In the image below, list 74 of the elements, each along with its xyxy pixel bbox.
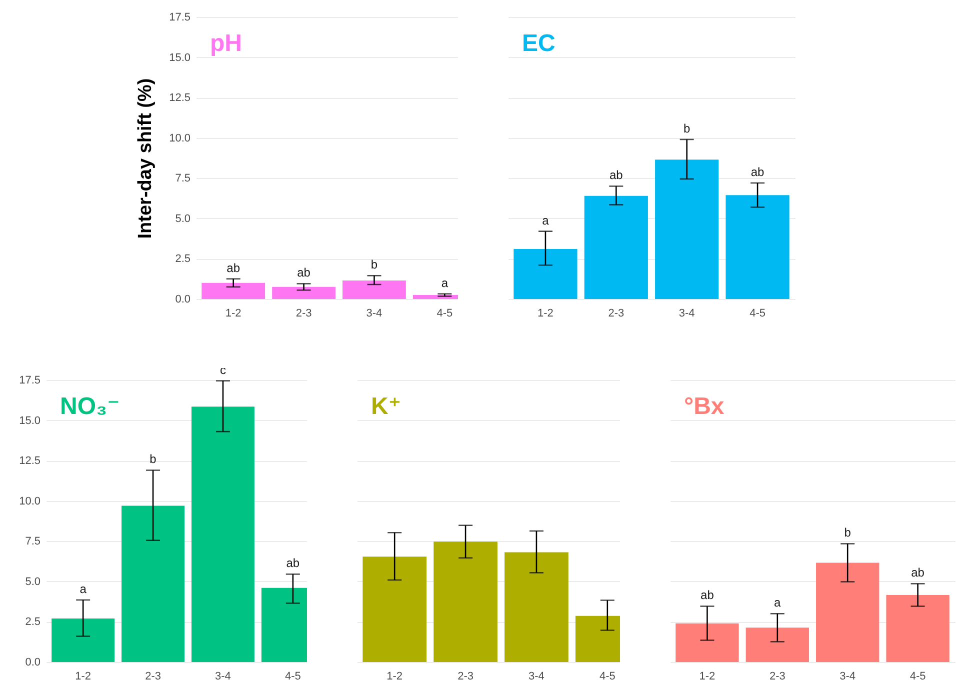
- x-tick-label: 3-4: [840, 670, 856, 682]
- x-tick-label: 3-4: [678, 308, 695, 320]
- y-tick-label: 17.5: [19, 374, 40, 386]
- x-tick-label: 4-5: [750, 308, 766, 320]
- bar: [362, 556, 427, 662]
- bar: [584, 196, 648, 299]
- x-tick-label: 4-5: [599, 670, 616, 682]
- bar: [504, 552, 568, 662]
- bar: [52, 618, 115, 662]
- text: pH: [210, 30, 242, 57]
- bar: [655, 160, 719, 299]
- annotation: a: [80, 582, 87, 596]
- annotation: ab: [226, 260, 240, 275]
- x-tick-label: 1-2: [225, 308, 242, 320]
- x-tick-label: 2-3: [145, 670, 161, 682]
- annotation: a: [542, 213, 550, 228]
- bar: [434, 542, 498, 662]
- bar: [122, 506, 184, 662]
- annotation: b: [684, 121, 690, 136]
- x-tick-label: 2-3: [769, 670, 786, 682]
- annotation: ab: [286, 556, 300, 570]
- bar: [192, 406, 254, 662]
- x-tick-label: 4-5: [284, 670, 301, 682]
- x-tick-label: 2-3: [608, 308, 624, 320]
- bar: [514, 249, 578, 299]
- text: EC: [522, 30, 556, 57]
- bar: [272, 286, 336, 299]
- annotation: a: [441, 276, 448, 290]
- x-tick-label: 1-2: [699, 670, 716, 682]
- y-tick-label: 10.0: [169, 132, 190, 144]
- y-tick-label: 5.0: [25, 576, 40, 588]
- annotation: ab: [700, 588, 714, 602]
- bar: [746, 628, 809, 662]
- bar: [726, 195, 790, 299]
- y-tick-label: 0.0: [175, 294, 190, 306]
- bar: [342, 280, 406, 299]
- y-tick-label: 10.0: [19, 495, 40, 508]
- x-tick-label: 1-2: [538, 308, 554, 320]
- x-tick-label: 3-4: [366, 308, 382, 320]
- x-tick-label: 4-5: [436, 308, 453, 320]
- x-tick-label: 4-5: [910, 670, 926, 682]
- annotation: ab: [297, 266, 311, 280]
- annotation: ab: [609, 168, 624, 182]
- y-tick-label: 15.0: [169, 52, 190, 64]
- y-tick-label: 17.5: [169, 12, 190, 24]
- x-tick-label: 3-4: [215, 670, 231, 682]
- bar: [816, 562, 880, 662]
- y-tick-label: 2.5: [25, 616, 40, 628]
- text: NO₃⁻: [60, 393, 120, 420]
- y-tick-label: 12.5: [19, 455, 40, 468]
- x-tick-label: 3-4: [528, 670, 544, 682]
- text: °Bx: [684, 393, 725, 420]
- annotation: b: [370, 258, 378, 272]
- x-tick-label: 2-3: [296, 308, 312, 320]
- annotation: ab: [750, 164, 765, 179]
- annotation: ab: [911, 566, 925, 580]
- y-tick-label: 0.0: [25, 656, 40, 668]
- bar: [676, 623, 739, 662]
- x-tick-label: 1-2: [386, 670, 403, 682]
- y-tick-label: 7.5: [25, 536, 40, 548]
- y-tick-label: 15.0: [19, 414, 40, 427]
- text: K⁺: [371, 393, 401, 420]
- x-tick-label: 2-3: [458, 670, 474, 682]
- annotation: a: [774, 596, 782, 610]
- y-tick-label: 5.0: [175, 212, 190, 225]
- annotation: b: [844, 526, 852, 540]
- x-tick-label: 1-2: [75, 670, 92, 682]
- y-axis-title: Inter-day shift (%): [135, 78, 156, 239]
- y-tick-label: 2.5: [175, 253, 190, 266]
- bar: [886, 594, 950, 662]
- bar: [202, 282, 266, 299]
- y-tick-label: 12.5: [169, 92, 190, 104]
- y-tick-label: 7.5: [175, 172, 190, 185]
- annotation: b: [150, 452, 157, 466]
